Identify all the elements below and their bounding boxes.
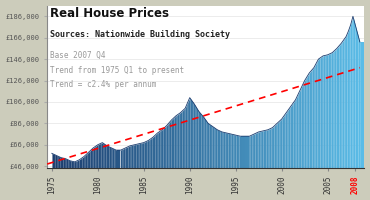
- Text: Real House Prices: Real House Prices: [50, 7, 169, 20]
- Text: Base 2007 Q4: Base 2007 Q4: [50, 51, 106, 60]
- Text: Sources: Nationwide Building Society: Sources: Nationwide Building Society: [50, 30, 231, 39]
- Text: Trend = c2.4% per annum: Trend = c2.4% per annum: [50, 80, 157, 89]
- Text: Trend from 1975 Q1 to present: Trend from 1975 Q1 to present: [50, 66, 185, 75]
